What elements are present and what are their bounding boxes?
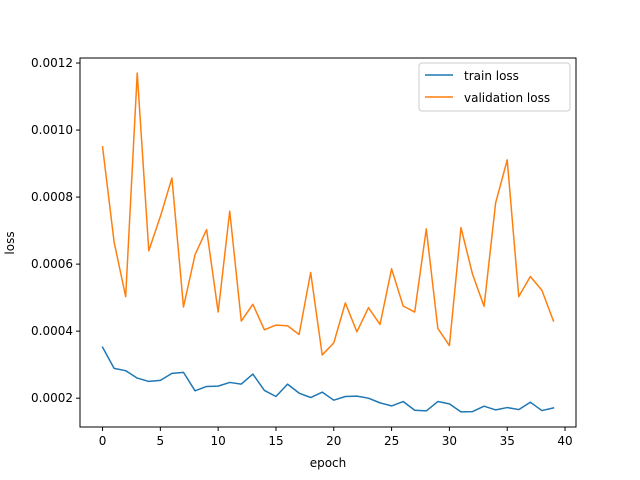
legend-box bbox=[418, 62, 571, 112]
y-tick-label: 0.0002 bbox=[31, 391, 73, 405]
legend-label-train-loss: train loss bbox=[464, 69, 519, 83]
series-lines bbox=[101, 72, 555, 413]
y-tick-label: 0.0010 bbox=[31, 123, 73, 137]
y-tick-label: 0.0004 bbox=[31, 324, 73, 338]
legend: train loss validation loss bbox=[418, 62, 571, 112]
legend-label-validation-loss: validation loss bbox=[464, 91, 550, 105]
x-tick-label: 25 bbox=[384, 434, 399, 448]
series-line-validation-loss bbox=[101, 72, 555, 356]
x-tick-label: 30 bbox=[442, 434, 457, 448]
y-tick-label: 0.0006 bbox=[31, 257, 73, 271]
x-tick-label: 5 bbox=[157, 434, 165, 448]
plot-area-frame bbox=[79, 57, 577, 428]
series-line-train-loss bbox=[101, 346, 555, 413]
y-tick-label: 0.0008 bbox=[31, 190, 73, 204]
x-tick-label: 35 bbox=[500, 434, 515, 448]
x-axis-title: epoch bbox=[310, 456, 347, 470]
y-axis-title: loss bbox=[3, 231, 17, 254]
x-tick-label: 10 bbox=[211, 434, 226, 448]
x-axis-ticks: 0 5 10 15 20 25 30 35 40 bbox=[99, 427, 573, 448]
y-axis-ticks: 0.0002 0.0004 0.0006 0.0008 0.0010 0.0012 bbox=[31, 56, 80, 405]
x-tick-label: 40 bbox=[557, 434, 572, 448]
x-tick-label: 0 bbox=[99, 434, 107, 448]
x-tick-label: 15 bbox=[268, 434, 283, 448]
x-tick-label: 20 bbox=[326, 434, 341, 448]
y-tick-label: 0.0012 bbox=[31, 56, 73, 70]
